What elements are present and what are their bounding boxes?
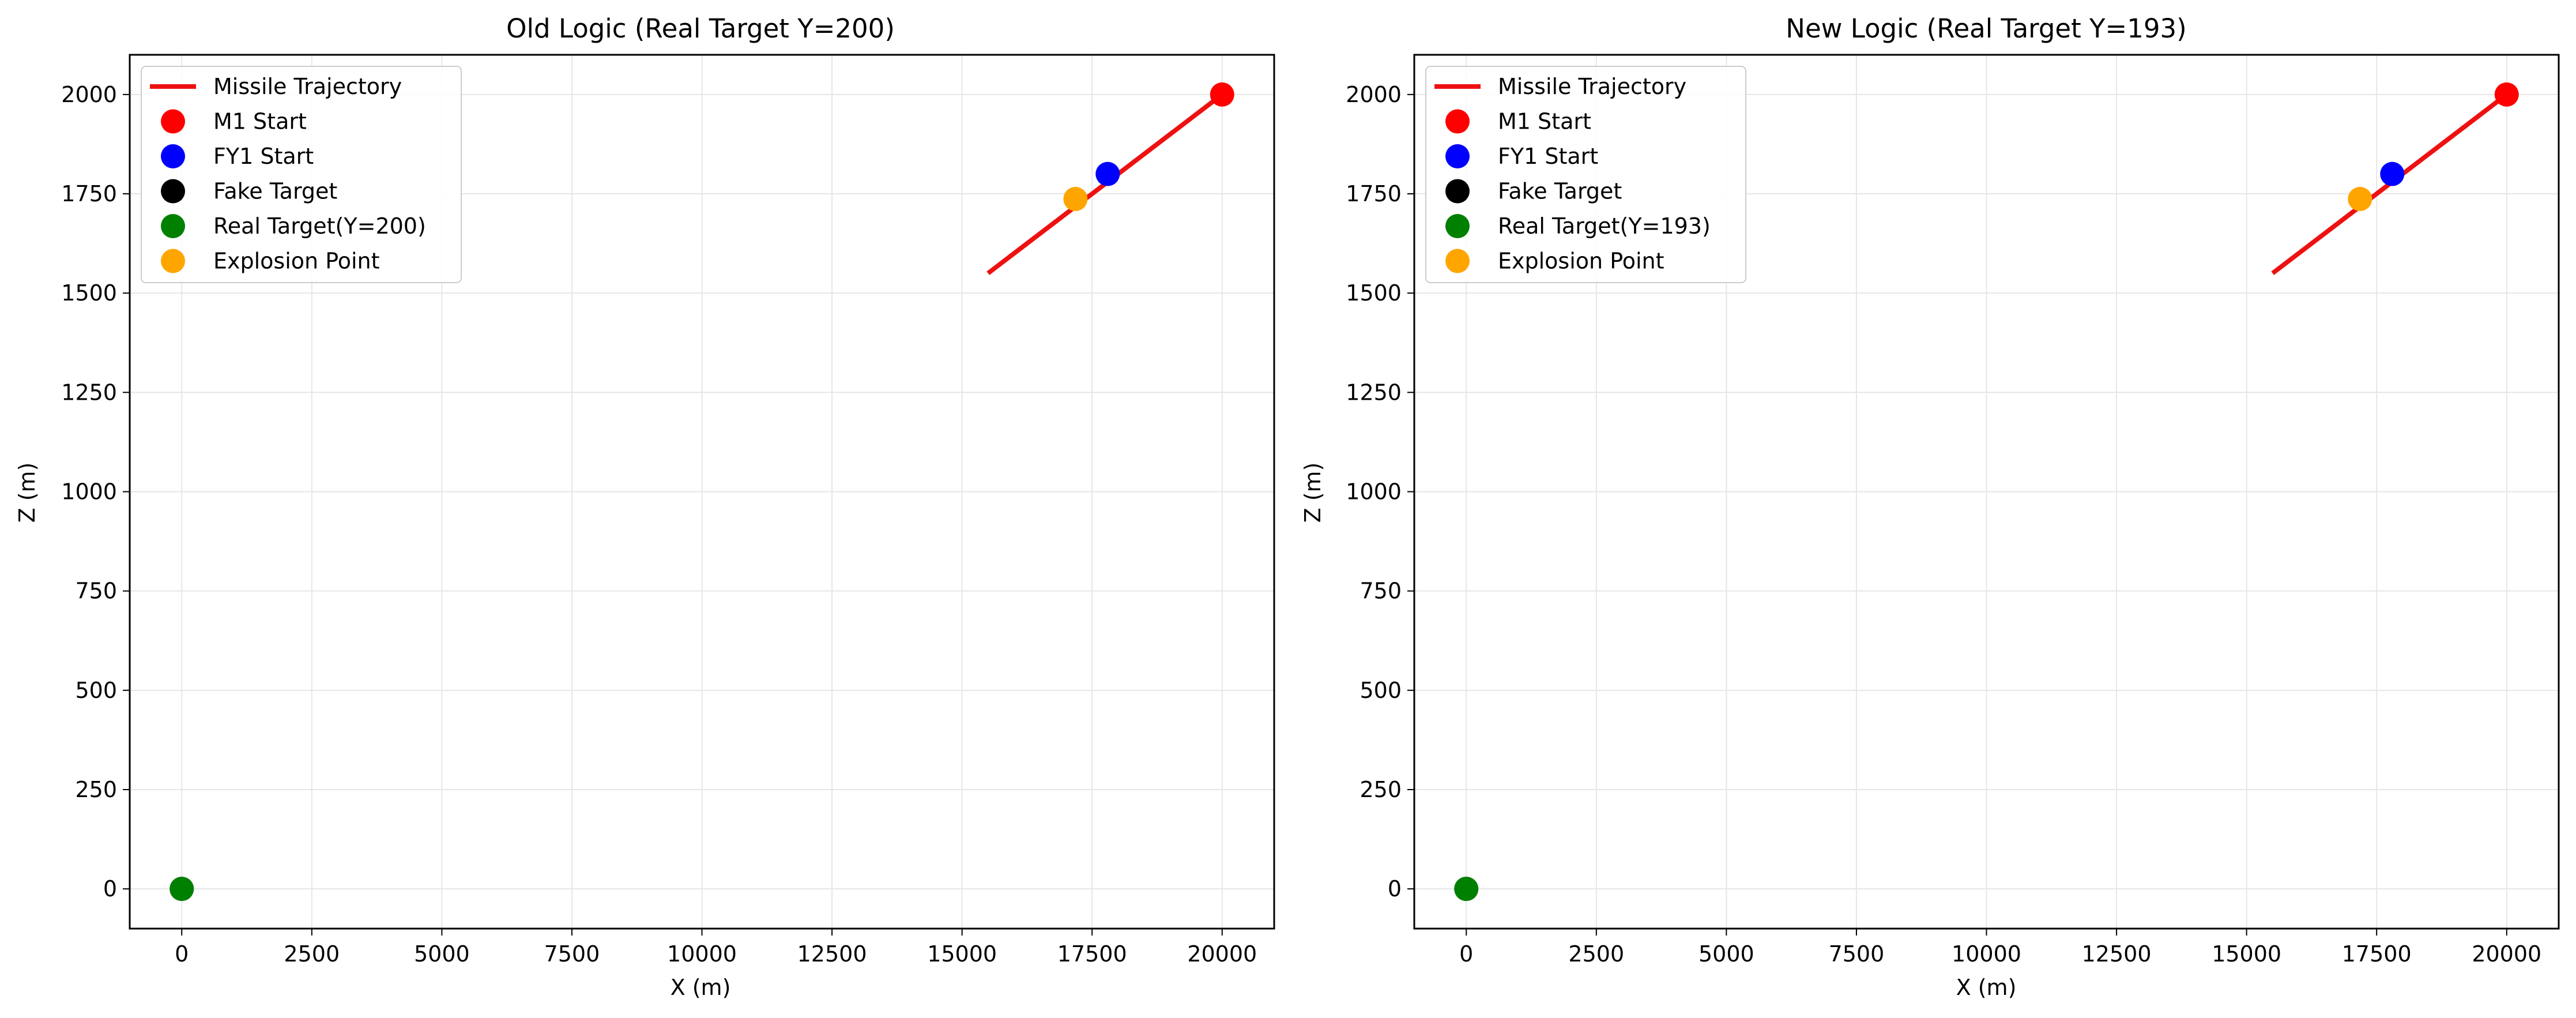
- real-target-point: [170, 877, 194, 901]
- explosion-point: [1063, 186, 1088, 211]
- m1-start-point: [2494, 82, 2519, 107]
- fy1-start-point: [1095, 161, 1120, 186]
- y-tick-label: 0: [103, 876, 117, 901]
- x-tick-label: 2500: [284, 941, 340, 967]
- y-tick-label: 750: [75, 579, 117, 604]
- y-tick-label: 1500: [1346, 280, 1402, 306]
- x-tick-label: 20000: [1187, 941, 1257, 967]
- y-tick-label: 0: [1388, 876, 1402, 901]
- y-tick-label: 1000: [61, 479, 117, 505]
- axes-frame: [129, 54, 1275, 930]
- explosion-point: [2348, 186, 2372, 211]
- x-tick-label: 10000: [1952, 941, 2021, 967]
- y-tick-label: 500: [1359, 678, 1402, 703]
- y-tick-label: 250: [1359, 777, 1402, 802]
- x-tick-label: 12500: [797, 941, 867, 967]
- x-tick-label: 20000: [2472, 941, 2541, 967]
- x-axis-label: X (m): [671, 975, 731, 1000]
- legend-label: Missile Trajectory: [213, 74, 402, 99]
- legend-marker: [161, 179, 185, 204]
- x-tick-label: 7500: [544, 941, 600, 967]
- legend-label: M1 Start: [213, 109, 307, 134]
- legend-marker: [161, 144, 185, 168]
- legend-label: Fake Target: [213, 179, 337, 204]
- y-tick-label: 500: [75, 678, 117, 703]
- y-tick-label: 250: [75, 777, 117, 802]
- legend-marker: [161, 249, 185, 273]
- axes-frame: [1413, 54, 2560, 930]
- legend-marker: [1445, 144, 1470, 168]
- plot-area: [1454, 82, 2519, 901]
- y-tick-label: 1000: [1346, 479, 1402, 505]
- chart-title: New Logic (Real Target Y=193): [1786, 13, 2186, 44]
- chart-new-logic: New Logic (Real Target Y=193) X (m) Z (m…: [1300, 13, 2560, 1000]
- x-tick-label: 2500: [1568, 941, 1624, 967]
- x-tick-label: 17500: [1057, 941, 1127, 967]
- x-tick-label: 7500: [1829, 941, 1885, 967]
- x-tick-label: 15000: [2212, 941, 2281, 967]
- x-tick-label: 12500: [2082, 941, 2152, 967]
- y-tick-label: 1750: [61, 181, 117, 206]
- legend-marker: [1445, 179, 1470, 204]
- legend-label: Fake Target: [1498, 179, 1622, 204]
- x-axis-label: X (m): [1956, 975, 2017, 1000]
- legend-marker: [1445, 249, 1470, 273]
- y-tick-label: 2000: [1346, 82, 1402, 107]
- legend-label: FY1 Start: [1498, 144, 1598, 169]
- legend: Missile Trajectory M1 Start FY1 Start Fake …: [141, 66, 462, 283]
- legend-marker: [1445, 214, 1470, 238]
- legend-box: [1425, 66, 1746, 283]
- x-tick-label: 10000: [667, 941, 737, 967]
- y-axis-label: Z (m): [1300, 463, 1325, 523]
- legend-label: M1 Start: [1498, 109, 1591, 134]
- legend-marker: [161, 109, 185, 134]
- y-tick-label: 750: [1359, 579, 1402, 604]
- x-tick-label: 5000: [414, 941, 470, 967]
- y-tick-label: 1250: [1346, 380, 1402, 405]
- chart-title: Old Logic (Real Target Y=200): [506, 13, 895, 44]
- legend-label: Explosion Point: [1498, 249, 1664, 274]
- y-tick-label: 1750: [1346, 181, 1402, 206]
- x-tick-label: 0: [175, 941, 189, 967]
- chart-old-logic: Old Logic (Real Target Y=200) X (m) Z (m…: [14, 13, 1275, 1000]
- legend-label: Real Target(Y=193): [1498, 213, 1711, 239]
- legend-label: FY1 Start: [213, 144, 314, 169]
- x-tick-label: 15000: [927, 941, 997, 967]
- x-tick-label: 5000: [1698, 941, 1754, 967]
- legend-marker: [161, 214, 185, 238]
- legend: Missile Trajectory M1 Start FY1 Start Fake …: [1425, 66, 1746, 283]
- legend-box: [141, 66, 462, 283]
- x-tick-label: 0: [1459, 941, 1473, 967]
- x-tick-label: 17500: [2342, 941, 2412, 967]
- y-tick-label: 1500: [61, 280, 117, 306]
- y-tick-label: 2000: [61, 82, 117, 107]
- legend-label: Missile Trajectory: [1498, 74, 1686, 99]
- m1-start-point: [1210, 82, 1234, 107]
- y-tick-label: 1250: [61, 380, 117, 405]
- legend-marker: [1445, 109, 1470, 134]
- y-axis-label: Z (m): [14, 463, 40, 523]
- legend-label: Explosion Point: [213, 249, 380, 274]
- legend-label: Real Target(Y=200): [213, 213, 426, 239]
- plot-area: [170, 82, 1234, 901]
- real-target-point: [1454, 877, 1479, 901]
- fy1-start-point: [2380, 161, 2405, 186]
